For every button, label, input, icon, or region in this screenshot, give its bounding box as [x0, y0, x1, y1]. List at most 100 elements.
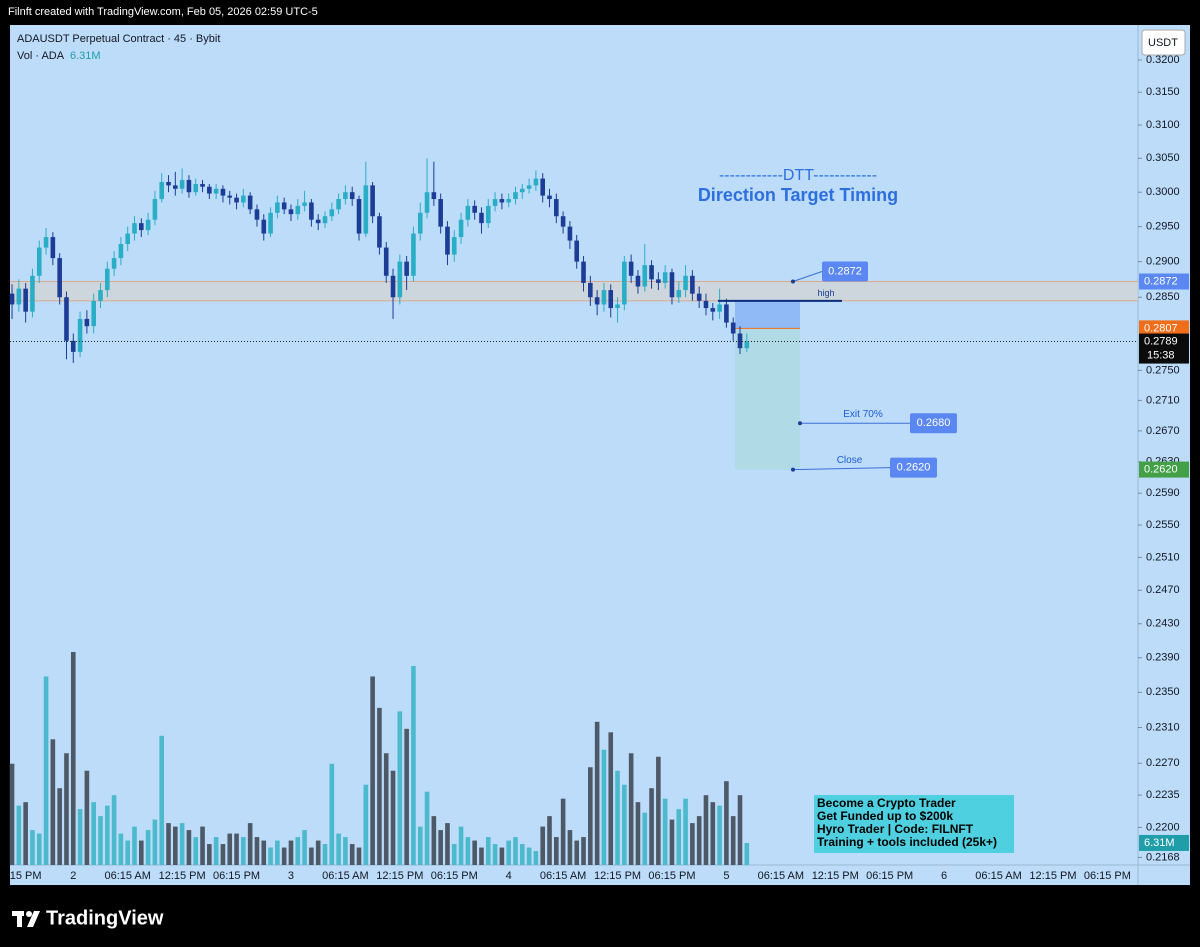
candle-body — [479, 212, 484, 224]
candle-body — [560, 216, 566, 227]
candle-body — [152, 199, 158, 220]
y-tick-label: 0.2510 — [1146, 551, 1180, 563]
countdown: 15:38 — [1147, 349, 1175, 361]
last-price-box — [1139, 333, 1189, 364]
volume-bar — [662, 798, 668, 865]
x-tick-label: 12:15 PM — [159, 870, 206, 882]
volume-bar — [465, 837, 471, 865]
volume-bar — [50, 739, 56, 865]
candle-body — [36, 247, 42, 276]
candle-body — [635, 275, 641, 287]
candle-body — [370, 185, 375, 217]
candle-body — [166, 181, 171, 186]
x-tick-label: 6 — [941, 870, 947, 882]
y-tick-label: 0.2550 — [1146, 519, 1180, 531]
volume-bar — [615, 770, 620, 865]
candle-body — [275, 202, 280, 213]
candle-body — [499, 199, 505, 203]
y-tick-label: 0.3100 — [1146, 119, 1180, 131]
candle-body — [451, 237, 457, 255]
volume-bar — [383, 753, 389, 865]
volume-bar — [458, 826, 464, 865]
volume-bar — [288, 840, 294, 865]
candle-body — [581, 261, 586, 283]
callout-dot — [798, 421, 802, 426]
candle-body — [472, 205, 477, 213]
volume-bar — [254, 837, 260, 865]
candle-body — [567, 226, 573, 241]
volume-bar — [268, 847, 273, 865]
x-tick-label: 5 — [723, 870, 729, 882]
candle-body — [16, 288, 22, 305]
callout-dot — [791, 279, 795, 284]
ad-line: Get Funded up to $200k — [817, 809, 953, 823]
volume-bar — [343, 837, 348, 865]
volume-bar — [166, 823, 171, 865]
ad-line: Training + tools included (25k+) — [817, 835, 997, 849]
candle-body — [220, 188, 226, 196]
volume-bar — [479, 847, 484, 865]
volume-bar — [145, 830, 151, 865]
volume-bar — [275, 840, 280, 865]
candle-body — [302, 202, 307, 206]
volume-bar — [574, 840, 580, 865]
volume-bar — [499, 847, 505, 865]
volume-bar — [132, 826, 137, 865]
volume-bar — [207, 844, 212, 865]
candle-body — [588, 282, 593, 298]
candle-body — [315, 219, 321, 224]
volume-bar — [213, 837, 219, 865]
x-tick-label: 12:15 PM — [594, 870, 641, 882]
volume-bar — [227, 833, 233, 865]
candle-body — [458, 219, 464, 238]
price-label: 0.2872 — [1144, 275, 1178, 287]
candle-body — [730, 322, 736, 334]
x-tick-label: 06:15 AM — [758, 870, 804, 882]
volume-bar — [377, 707, 382, 865]
callout-text: Exit 70% — [843, 409, 883, 420]
y-tick-label: 0.2590 — [1146, 487, 1180, 499]
candle-body — [554, 199, 559, 217]
x-tick-label: 06:15 AM — [975, 870, 1021, 882]
volume-bar — [649, 788, 654, 865]
candle-body — [268, 212, 273, 234]
high-label: high — [817, 288, 834, 298]
volume-bar — [193, 837, 199, 865]
y-tick-label: 0.2900 — [1146, 256, 1180, 268]
zone — [10, 281, 1138, 301]
y-tick-label: 0.3150 — [1146, 86, 1180, 98]
volume-bar — [424, 791, 430, 865]
candle-body — [329, 209, 335, 217]
candle-body — [744, 341, 750, 349]
candle-body — [601, 290, 607, 305]
volume-bar — [390, 770, 396, 865]
callout-leader — [792, 467, 891, 471]
candle-body — [649, 265, 654, 280]
y-tick-label: 0.2710 — [1146, 394, 1180, 406]
volume-bar — [111, 795, 117, 865]
candle-body — [23, 288, 28, 312]
candle-body — [57, 258, 62, 298]
volume-bar — [724, 781, 729, 865]
candle-body — [227, 195, 233, 198]
volume-bar — [356, 847, 362, 865]
volume-value: 6.31M — [70, 50, 101, 62]
volume-bar — [98, 816, 103, 865]
last-price-label: 0.2789 — [1144, 335, 1178, 347]
candle-body — [64, 297, 69, 341]
candle-body — [445, 226, 450, 255]
candle-body — [77, 318, 83, 352]
volume-bar — [118, 833, 124, 865]
volume-bar — [417, 826, 423, 865]
candle-body — [261, 219, 267, 234]
candle-body — [506, 199, 511, 203]
candle-body — [336, 199, 341, 210]
candle-body — [309, 202, 314, 220]
volume-bar — [669, 819, 675, 865]
candle-body — [288, 209, 294, 215]
candle-body — [111, 258, 117, 269]
candle-body — [717, 304, 722, 312]
volume-name: Vol · ADA — [17, 50, 65, 62]
volume-bar — [445, 823, 450, 865]
price-label-box — [1139, 320, 1189, 337]
